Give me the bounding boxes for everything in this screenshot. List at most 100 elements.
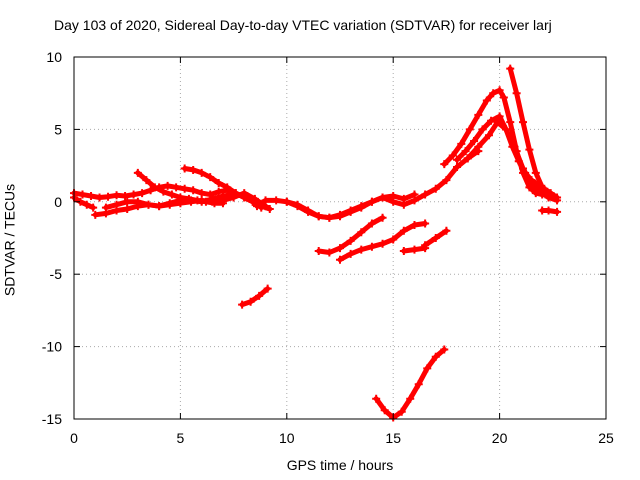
data-point xyxy=(442,226,451,235)
data-point xyxy=(484,131,493,140)
data-point xyxy=(448,151,457,160)
data-point xyxy=(265,205,274,214)
data-point xyxy=(421,219,430,228)
data-point xyxy=(440,160,449,169)
data-point xyxy=(506,118,515,127)
axis-ticks: 0 5 10 15 20 25 10 5 0 -5 -10 -15 xyxy=(42,49,614,446)
data-point xyxy=(397,407,406,416)
data-point xyxy=(399,226,408,235)
data-point xyxy=(474,142,483,151)
y-tick-label: 0 xyxy=(54,194,62,210)
data-point xyxy=(129,190,138,199)
data-point xyxy=(159,187,168,196)
data-point xyxy=(304,206,313,215)
data-point xyxy=(142,176,151,185)
y-tick-label: -5 xyxy=(50,266,63,282)
data-point xyxy=(440,345,449,354)
data-point xyxy=(218,192,227,201)
data-point xyxy=(399,247,408,256)
data-point xyxy=(525,145,534,154)
data-point xyxy=(367,219,376,228)
y-tick-label: -10 xyxy=(42,339,62,355)
data-point xyxy=(231,189,240,198)
data-point xyxy=(82,200,91,209)
data-point xyxy=(165,199,174,208)
data-point xyxy=(91,210,100,219)
y-tick-label: 10 xyxy=(46,49,62,65)
series-arc-5 xyxy=(133,168,227,208)
data-point xyxy=(138,189,147,198)
data-point xyxy=(410,190,419,199)
data-point xyxy=(461,147,470,156)
data-point xyxy=(189,186,198,195)
data-point xyxy=(470,136,479,145)
data-point xyxy=(457,139,466,148)
data-point xyxy=(414,380,423,389)
data-point xyxy=(184,194,193,203)
y-tick-label: 5 xyxy=(54,121,62,137)
data-point xyxy=(453,163,462,172)
series-arc-18 xyxy=(506,64,559,202)
data-point xyxy=(421,241,430,250)
data-point xyxy=(155,202,164,211)
data-point xyxy=(544,189,553,198)
data-point xyxy=(246,297,255,306)
data-point xyxy=(214,178,223,187)
data-point xyxy=(431,352,440,361)
data-point xyxy=(367,242,376,251)
series-line xyxy=(239,286,271,308)
data-point xyxy=(423,364,432,373)
data-point xyxy=(506,64,515,73)
data-point xyxy=(197,189,206,198)
data-point xyxy=(499,93,508,102)
data-point xyxy=(336,244,344,253)
data-point xyxy=(474,110,483,119)
data-point xyxy=(544,206,553,215)
data-point xyxy=(255,291,264,300)
series-line xyxy=(373,347,447,421)
data-point xyxy=(463,154,472,163)
data-point xyxy=(538,183,547,192)
x-tick-label: 20 xyxy=(492,430,508,446)
series-arc-13 xyxy=(238,284,272,309)
data-point xyxy=(389,235,398,244)
series-arc-6 xyxy=(180,164,274,214)
data-point xyxy=(314,247,323,256)
data-point xyxy=(238,300,247,309)
data-point xyxy=(253,202,262,211)
plot-frame xyxy=(73,56,607,420)
data-point xyxy=(180,184,189,193)
series-arc-17 xyxy=(463,118,562,205)
data-point xyxy=(389,192,398,201)
data-point xyxy=(261,196,270,205)
x-tick-label: 25 xyxy=(598,430,614,446)
data-point xyxy=(378,193,387,202)
y-axis-label: SDTVAR / TECUs xyxy=(1,183,18,297)
data-point xyxy=(410,245,419,254)
data-point xyxy=(133,168,142,177)
data-point xyxy=(104,192,113,201)
data-point xyxy=(282,197,291,206)
y-tick-label: -15 xyxy=(42,411,62,427)
data-point xyxy=(336,212,344,221)
series-arc-14 xyxy=(372,345,449,422)
data-point xyxy=(272,196,281,205)
data-point xyxy=(223,183,232,192)
x-tick-label: 5 xyxy=(177,430,185,446)
data-point xyxy=(133,197,142,206)
data-point xyxy=(201,197,210,206)
data-point xyxy=(431,234,440,242)
series-arc-9 xyxy=(314,213,387,257)
grid-lines xyxy=(74,57,606,419)
x-axis-label: GPS time / hours xyxy=(286,457,394,473)
data-point xyxy=(210,199,219,208)
data-point xyxy=(453,155,462,164)
data-point xyxy=(180,164,189,173)
data-point xyxy=(372,394,381,403)
data-point xyxy=(482,96,491,105)
data-point xyxy=(240,193,249,202)
data-point xyxy=(95,193,104,202)
data-point xyxy=(510,142,519,151)
data-point xyxy=(144,200,153,209)
